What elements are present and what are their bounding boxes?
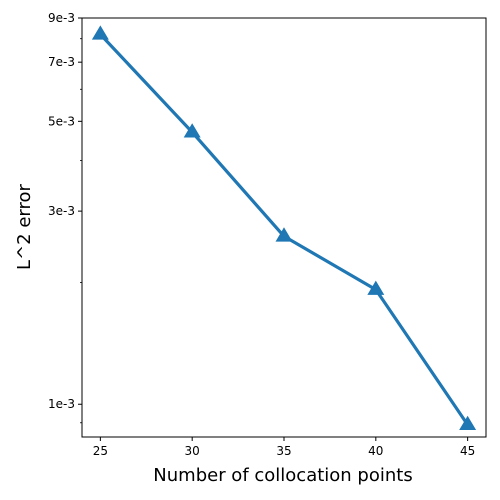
x-tick-label: 40 (368, 444, 383, 458)
data-point-marker (183, 123, 201, 138)
y-tick-label: 5e-3 (48, 114, 75, 128)
data-point-marker (275, 227, 293, 242)
x-tick-label: 30 (185, 444, 200, 458)
y-axis-label: L^2 error (14, 183, 35, 269)
y-tick-label: 1e-3 (48, 397, 75, 411)
series-layer (91, 25, 477, 431)
y-tick-label: 9e-3 (48, 11, 75, 25)
x-tick-label: 45 (460, 444, 475, 458)
y-axis-ticks: 1e-3 3e-3 5e-3 7e-3 9e-3 (48, 11, 82, 424)
y-tick-label: 3e-3 (48, 204, 75, 218)
x-tick-label: 25 (93, 444, 108, 458)
x-tick-label: 35 (276, 444, 291, 458)
x-axis-label: Number of collocation points (153, 465, 412, 486)
x-axis-ticks: 25 30 35 40 45 (93, 437, 475, 458)
data-point-marker (367, 280, 385, 295)
data-point-marker (459, 415, 477, 431)
data-point-marker (91, 25, 109, 40)
y-tick-label: 7e-3 (48, 55, 75, 69)
